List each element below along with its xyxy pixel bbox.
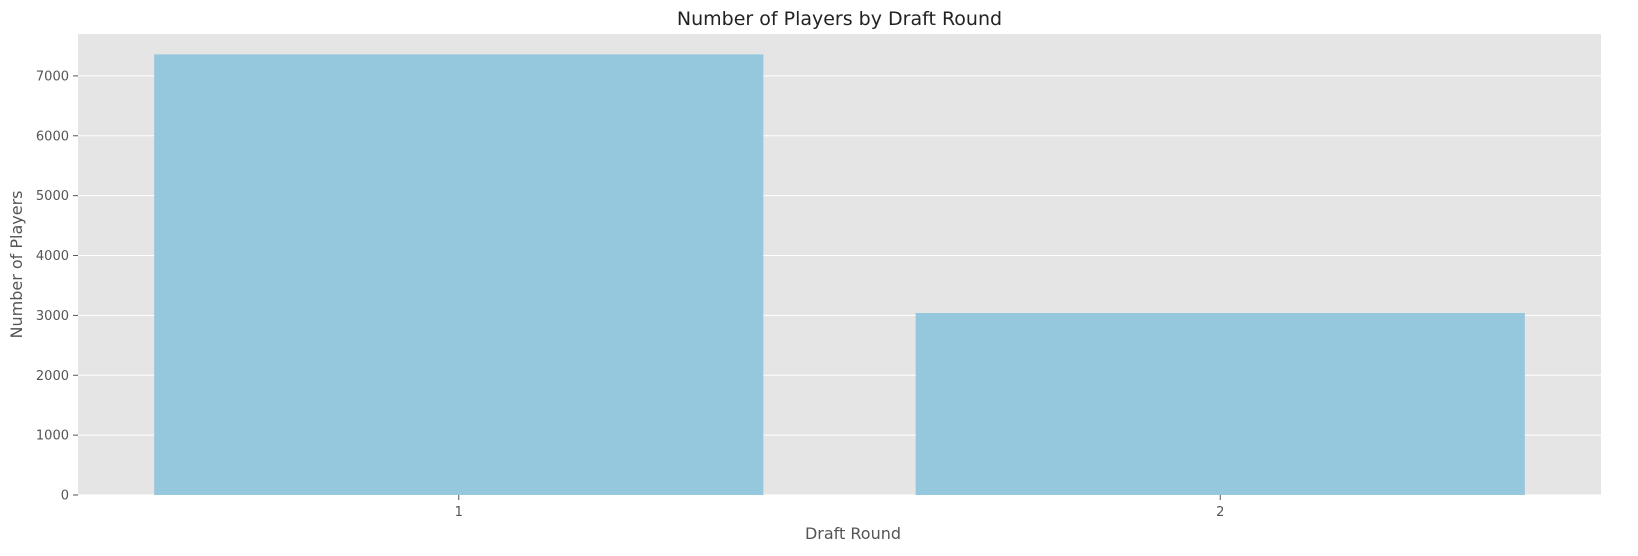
chart-title: Number of Players by Draft Round <box>677 8 1002 30</box>
y-tick-label: 0 <box>61 489 69 504</box>
bar-round-1 <box>154 54 764 496</box>
y-tick-label: 2000 <box>36 369 69 384</box>
x-tick-label: 2 <box>1216 505 1224 520</box>
y-tick-label: 3000 <box>36 309 69 324</box>
x-tick-label: 1 <box>455 505 463 520</box>
bars <box>154 54 1525 496</box>
y-axis-label: Number of Players <box>7 191 26 339</box>
y-axis-ticks: 0 1000 2000 3000 4000 5000 6000 7000 <box>36 69 78 504</box>
y-tick-label: 7000 <box>36 69 69 84</box>
y-tick-label: 4000 <box>36 249 69 264</box>
bar-round-2 <box>915 312 1525 495</box>
y-tick-label: 6000 <box>36 129 69 144</box>
y-tick-label: 5000 <box>36 189 69 204</box>
x-axis-label: Draft Round <box>805 524 901 543</box>
y-tick-label: 1000 <box>36 429 69 444</box>
